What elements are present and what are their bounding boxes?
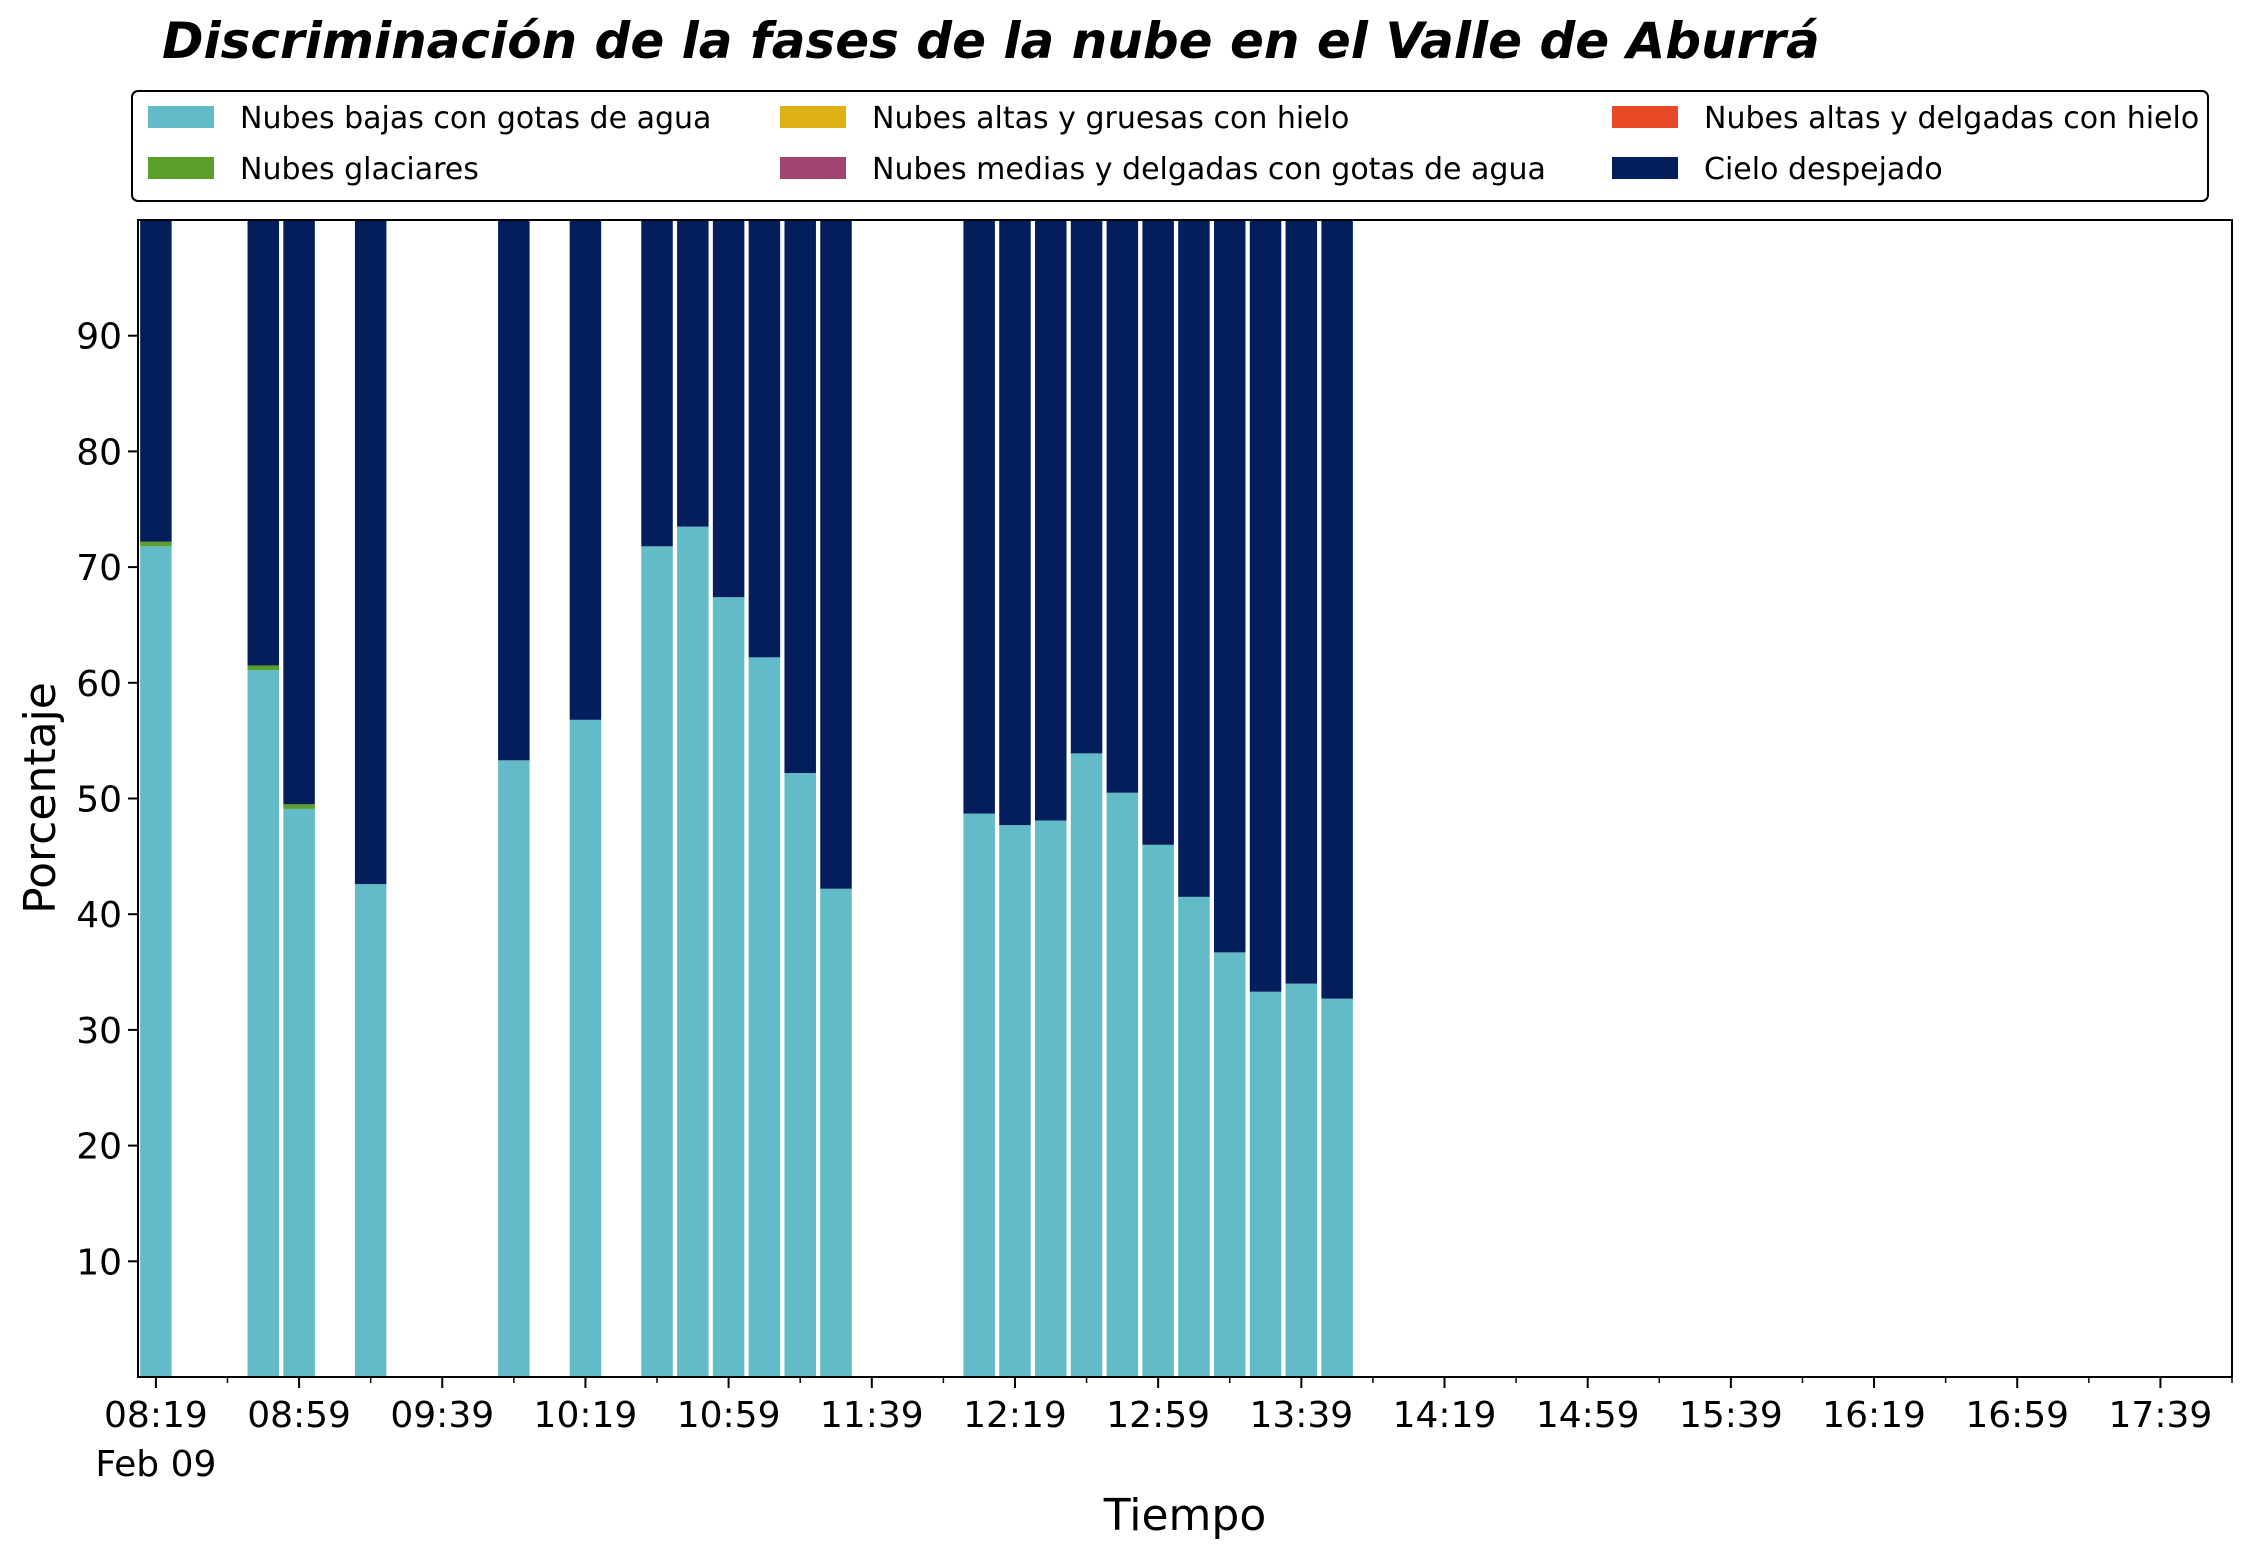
legend-label-5: Cielo despejado (1704, 152, 1943, 187)
bar-1259-series-0 (1142, 844, 1174, 1377)
bar-1319-series-0 (1213, 952, 1246, 1377)
y-axis-label: Porcentaje (15, 682, 66, 914)
bar-1019-series-5 (569, 220, 602, 720)
bar-0819-series-0 (140, 546, 172, 1377)
x-tick-label-1219: 12:19 (963, 1395, 1067, 1436)
legend-label-3: Nubes glaciares (240, 152, 479, 187)
y-tick-label-80: 80 (76, 432, 122, 473)
legend-swatch-0 (148, 106, 214, 128)
chart-title: Discriminación de la fases de la nube en… (162, 12, 1820, 70)
bar-1129-series-0 (820, 888, 852, 1377)
bar-1109-series-5 (748, 220, 781, 658)
y-tick-label-10: 10 (76, 1242, 122, 1283)
bar-1319-series-5 (1213, 220, 1246, 953)
bar-1329-series-5 (1249, 220, 1282, 992)
y-tick-label-90: 90 (76, 317, 122, 358)
bar-1059-series-5 (712, 220, 745, 598)
bar-0959-series-5 (498, 220, 530, 761)
bar-1209-series-5 (963, 220, 995, 814)
legend: Nubes bajas con gotas de agua Nubes glaci… (131, 90, 2209, 202)
bar-1129-series-5 (820, 220, 852, 889)
legend-label-0: Nubes bajas con gotas de agua (240, 101, 711, 136)
bar-1049-series-0 (677, 526, 709, 1377)
legend-label-2: Nubes altas y delgadas con hielo (1704, 101, 2199, 136)
bar-1239-series-5 (1070, 220, 1103, 754)
x-tick-label-1739: 17:39 (2109, 1395, 2213, 1436)
y-axis: 10 20 30 40 50 60 70 80 90 (76, 317, 138, 1283)
legend-frame (131, 90, 2209, 202)
x-axis: 08:19 Feb 09 08:59 09:39 10:19 10:59 11:39 12:1… (95, 1377, 2233, 1485)
x-tick-label-1259: 12:59 (1106, 1395, 1210, 1436)
bar-0849-series-0 (247, 670, 280, 1377)
bar-1329-series-0 (1249, 991, 1282, 1377)
bar-1209-series-0 (963, 813, 995, 1377)
bar-1259-series-5 (1142, 220, 1174, 845)
bar-0959-series-0 (498, 760, 530, 1377)
bar-1019-series-0 (569, 719, 602, 1377)
bar-1349-series-0 (1321, 998, 1353, 1377)
bar-1309-series-0 (1178, 896, 1210, 1377)
x-tick-label-1659: 16:59 (1965, 1395, 2069, 1436)
legend-swatch-5 (1612, 157, 1678, 179)
bar-1119-series-5 (784, 220, 816, 774)
y-tick-label-40: 40 (76, 895, 122, 936)
bar-1339-series-5 (1285, 220, 1318, 984)
x-tick-label-1619: 16:19 (1822, 1395, 1926, 1436)
bar-1109-series-0 (748, 657, 781, 1377)
x-tick-label-1419: 14:19 (1393, 1395, 1497, 1436)
bar-1229-series-0 (1035, 820, 1067, 1377)
bar-1059-series-0 (712, 597, 745, 1377)
bar-1239-series-0 (1070, 753, 1103, 1377)
legend-swatch-2 (1612, 106, 1678, 128)
bar-0819-series-3 (140, 541, 172, 547)
bar-1049-series-5 (677, 220, 709, 527)
legend-label-4: Nubes medias y delgadas con gotas de agu… (872, 152, 1546, 187)
x-axis-label: Tiempo (1103, 1490, 1267, 1541)
legend-swatch-4 (780, 157, 846, 179)
x-tick-label-1019: 10:19 (534, 1395, 638, 1436)
bars-group (140, 220, 1353, 1377)
x-tick-label-0859: 08:59 (247, 1395, 351, 1436)
y-tick-label-50: 50 (76, 780, 122, 821)
bar-0859-series-0 (283, 808, 315, 1377)
legend-swatch-3 (148, 157, 214, 179)
x-tick-label-1539: 15:39 (1679, 1395, 1783, 1436)
x-tick-date-label: Feb 09 (95, 1444, 216, 1485)
bar-0859-series-5 (283, 220, 315, 805)
bar-0819-series-5 (140, 220, 172, 542)
bar-0919-series-0 (354, 884, 387, 1377)
x-tick-label-0819: 08:19 (104, 1395, 208, 1436)
y-tick-label-20: 20 (76, 1127, 122, 1168)
y-tick-label-70: 70 (76, 548, 122, 589)
bar-1119-series-0 (784, 773, 816, 1377)
x-tick-label-0939: 09:39 (390, 1395, 494, 1436)
bar-0849-series-3 (247, 665, 280, 671)
y-tick-label-60: 60 (76, 664, 122, 705)
x-tick-label-1459: 14:59 (1536, 1395, 1640, 1436)
bar-0919-series-5 (354, 220, 387, 885)
x-tick-label-1139: 11:39 (820, 1395, 924, 1436)
bar-1249-series-0 (1106, 792, 1139, 1377)
bar-1229-series-5 (1035, 220, 1067, 821)
y-tick-label-30: 30 (76, 1011, 122, 1052)
x-tick-label-1339: 13:39 (1249, 1395, 1353, 1436)
bar-1349-series-5 (1321, 220, 1353, 999)
bar-1039-series-0 (641, 546, 673, 1377)
bar-1219-series-5 (999, 220, 1031, 826)
legend-label-1: Nubes altas y gruesas con hielo (872, 101, 1349, 136)
bar-0849-series-5 (247, 220, 280, 666)
bar-1339-series-0 (1285, 983, 1318, 1377)
legend-swatch-1 (780, 106, 846, 128)
bar-1249-series-5 (1106, 220, 1139, 793)
bar-0859-series-3 (283, 804, 315, 809)
bar-1309-series-5 (1178, 220, 1210, 897)
x-tick-label-1059: 10:59 (677, 1395, 781, 1436)
bar-1039-series-5 (641, 220, 673, 547)
bar-1219-series-0 (999, 825, 1031, 1377)
